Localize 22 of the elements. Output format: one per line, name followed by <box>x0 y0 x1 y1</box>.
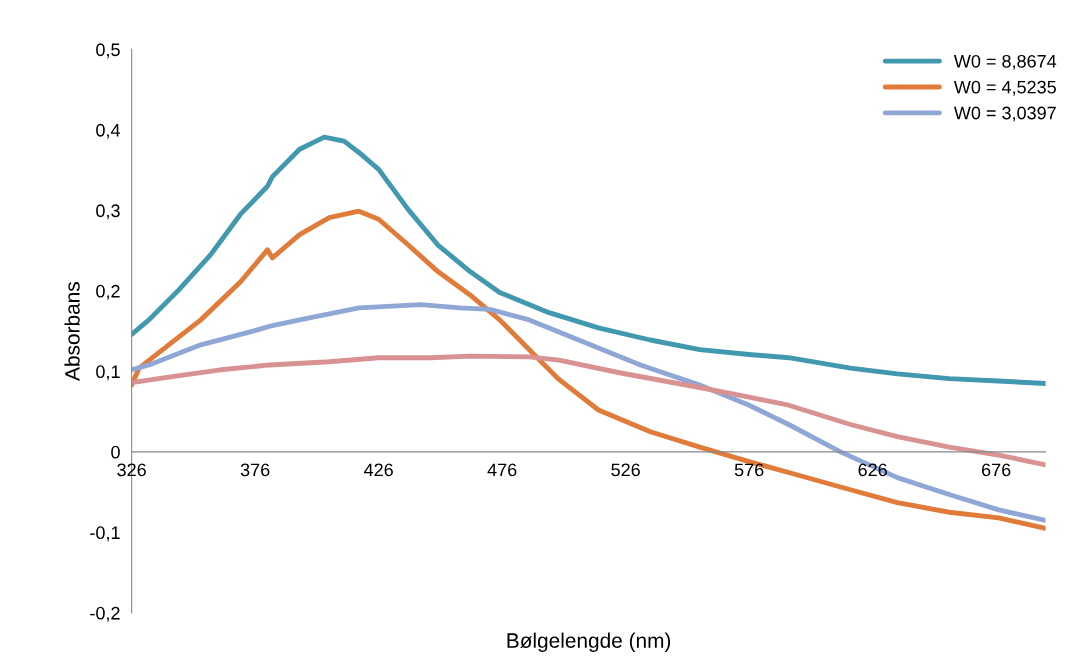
y-tick-label: 0 <box>111 445 120 459</box>
legend-label: W0 = 4,5235 <box>953 80 1056 96</box>
x-tick-label: 626 <box>858 463 887 477</box>
y-tick-label: -0,1 <box>90 526 120 542</box>
x-axis-title: Bølgelengde (nm) <box>507 632 671 653</box>
y-tick-label: 0,2 <box>96 284 120 300</box>
x-tick-label: 426 <box>364 463 393 477</box>
y-tick-label: -0,2 <box>90 606 120 622</box>
x-tick-label: 376 <box>240 463 270 477</box>
y-tick-label: 0,4 <box>96 123 120 139</box>
y-axis-title: Absorbans <box>64 282 80 381</box>
y-tick-label: 0,5 <box>96 43 120 59</box>
y-tick-label: 0,1 <box>96 365 120 381</box>
x-tick-label: 476 <box>487 463 517 477</box>
x-tick-label: 576 <box>734 463 764 477</box>
legend-label: W0 = 3,0397 <box>953 106 1056 122</box>
legend-label: W0 = 8,8674 <box>953 54 1057 70</box>
x-tick-label: 326 <box>117 463 146 477</box>
x-tick-label: 526 <box>611 463 640 477</box>
line-series <box>131 134 1046 386</box>
y-tick-label: 0,3 <box>96 204 120 220</box>
x-tick-label: 676 <box>982 463 1011 477</box>
